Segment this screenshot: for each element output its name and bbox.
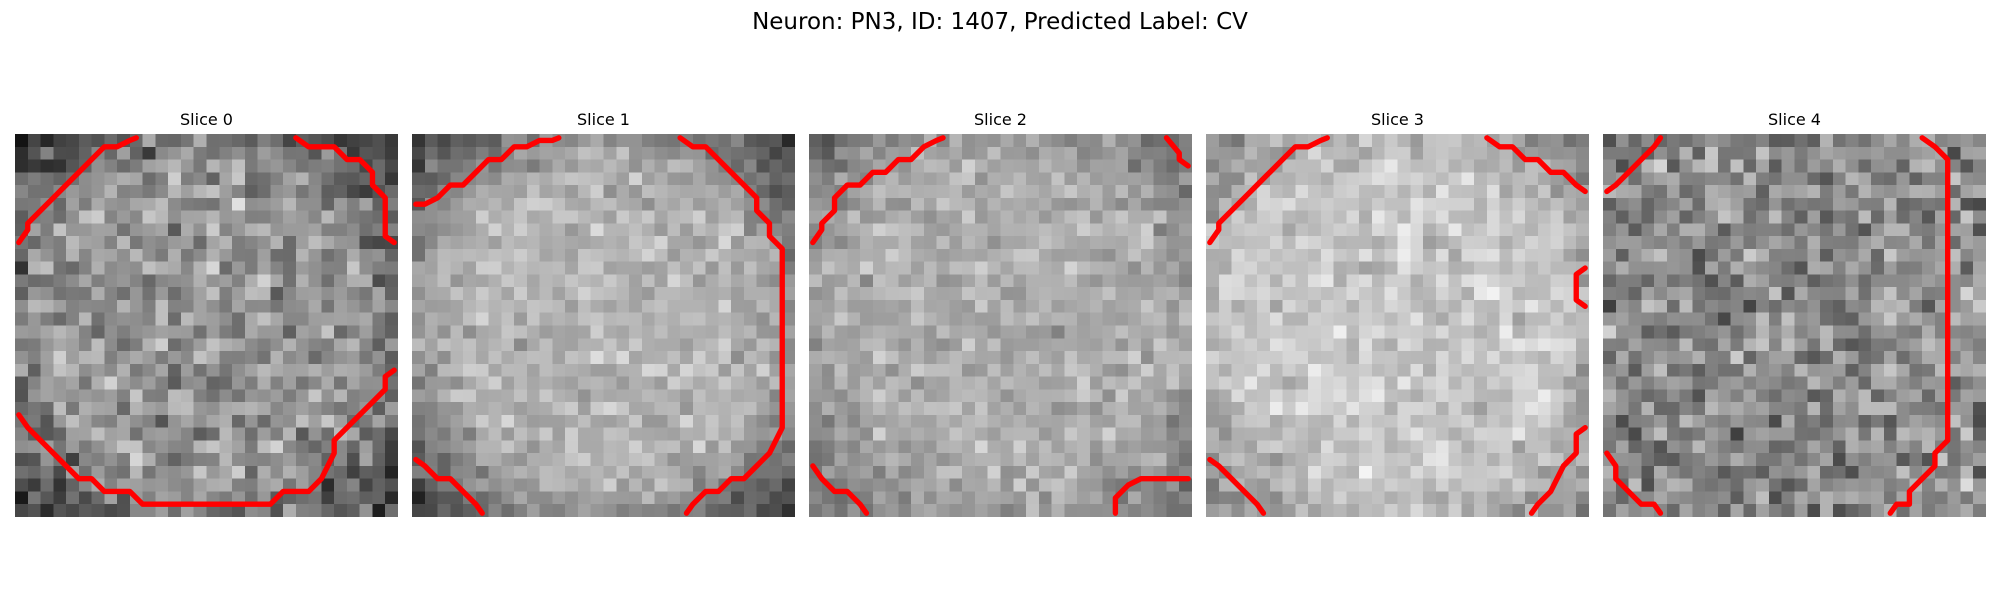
contour-line [1112, 476, 1191, 516]
contour-line [1484, 135, 1588, 195]
slice-image [412, 134, 795, 517]
slice-image [1603, 134, 1986, 517]
contour-line [413, 456, 485, 516]
contour-line [810, 463, 870, 516]
slice-image [15, 134, 398, 517]
slice-image [1206, 134, 1589, 517]
slice-title: Slice 0 [180, 110, 233, 129]
slice-title: Slice 4 [1768, 110, 1821, 129]
slice-panel-2: Slice 2 [809, 110, 1192, 517]
slice-panel-4: Slice 4 [1603, 110, 1986, 517]
slice-image [809, 134, 1192, 517]
contour-line [1207, 135, 1330, 246]
contour-line [413, 135, 562, 207]
contour-line [1604, 450, 1664, 516]
pixel-grid [412, 134, 795, 517]
contour-line [1887, 135, 1951, 516]
pixel-grid [809, 134, 1192, 517]
contour-line [810, 135, 946, 246]
contour-line [1573, 265, 1588, 310]
slice-title: Slice 2 [974, 110, 1027, 129]
contour-line [1207, 456, 1267, 516]
figure-title: Neuron: PN3, ID: 1407, Predicted Label: … [752, 9, 1248, 35]
contour-line [677, 135, 785, 516]
contour-line [293, 135, 397, 246]
slice-title: Slice 3 [1371, 110, 1424, 129]
contour-line [16, 135, 139, 246]
contour-line [16, 367, 397, 507]
slice-title: Slice 1 [577, 110, 630, 129]
slice-panel-1: Slice 1 [412, 110, 795, 517]
pixel-grid [1603, 134, 1986, 517]
contour-line [1163, 135, 1191, 169]
pixel-grid [15, 134, 398, 517]
contour-line [1528, 424, 1588, 516]
slice-panel-0: Slice 0 [15, 110, 398, 517]
pixel-grid [1206, 134, 1589, 517]
slice-panel-3: Slice 3 [1206, 110, 1589, 517]
contour-line [1604, 135, 1664, 195]
